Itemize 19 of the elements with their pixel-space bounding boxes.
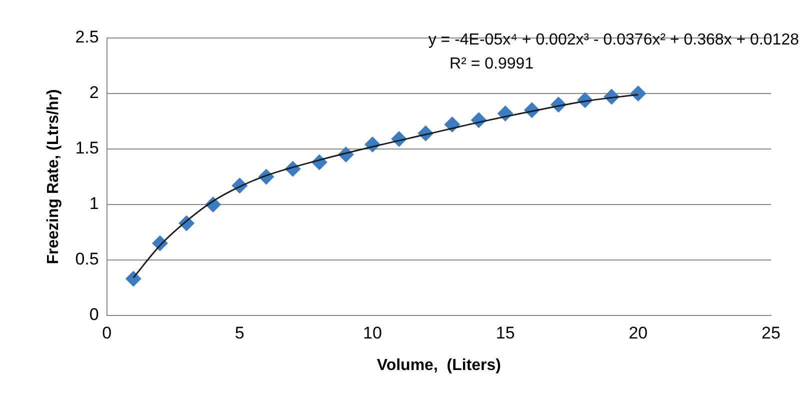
y-tick-label: 0 xyxy=(89,305,99,324)
y-tick-label: 0.5 xyxy=(75,250,99,269)
x-tick-label: 25 xyxy=(762,323,780,342)
y-tick-label: 1.5 xyxy=(75,138,99,158)
x-tick-label: 20 xyxy=(628,323,648,342)
y-tick-label: 2 xyxy=(89,83,99,102)
y-tick-label: 2.5 xyxy=(75,28,99,47)
annotation: R² = 0.9991 xyxy=(450,55,534,72)
y-tick-label: 1 xyxy=(89,194,99,214)
x-axis-title: Volume, (Liters) xyxy=(376,356,501,374)
y-axis-title: Freezing Rate, (Ltrs/hr) xyxy=(45,89,62,264)
point xyxy=(125,270,142,287)
annotation: y = -4E-05x⁴ + 0.002x³ - 0.0376x² + 0.368x + 0.0128 xyxy=(428,31,800,48)
x-tick-label: 5 xyxy=(234,323,244,342)
x-tick-label: 0 xyxy=(102,323,112,342)
point xyxy=(444,116,460,133)
x-tick-label: 15 xyxy=(496,323,515,342)
point xyxy=(630,85,646,102)
x-tick-label: 10 xyxy=(363,323,382,342)
